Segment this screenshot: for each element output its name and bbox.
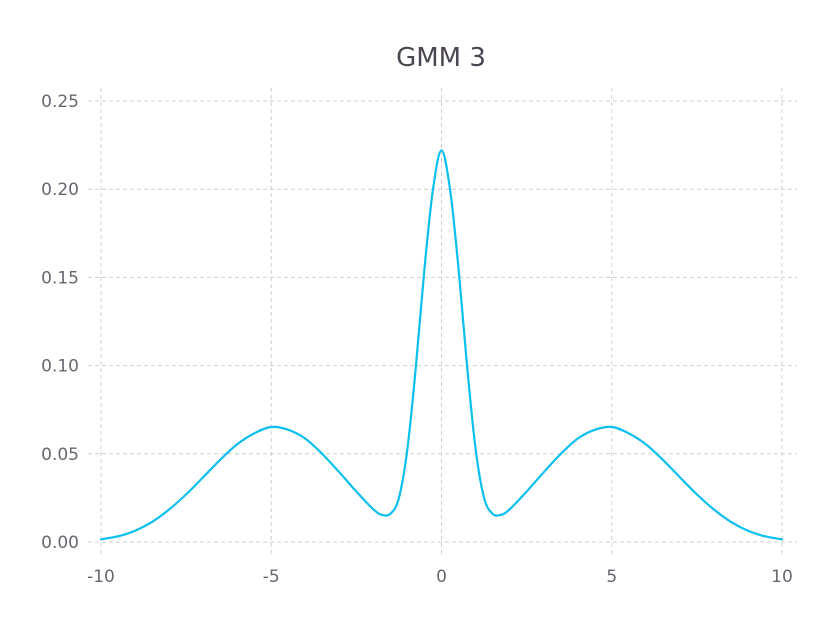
chart-title: GMM 3 bbox=[396, 43, 486, 73]
series-layer bbox=[99, 149, 784, 541]
y-tick-label: 0.00 bbox=[41, 533, 79, 553]
x-tick-label: 0 bbox=[436, 567, 447, 587]
y-tick-label: 0.05 bbox=[41, 445, 79, 465]
x-tick-label: 5 bbox=[606, 567, 617, 587]
grid bbox=[88, 88, 797, 554]
y-tick-label: 0.15 bbox=[41, 268, 79, 288]
x-axis-ticks: -10 -5 0 5 10 bbox=[87, 567, 793, 587]
y-tick-label: 0.25 bbox=[41, 92, 79, 112]
series-line bbox=[99, 149, 784, 541]
x-tick-label: -10 bbox=[87, 567, 115, 587]
y-axis-ticks: 0.00 0.05 0.10 0.15 0.20 0.25 bbox=[41, 92, 79, 553]
x-tick-label: -5 bbox=[263, 567, 280, 587]
y-tick-label: 0.20 bbox=[41, 180, 79, 200]
y-tick-label: 0.10 bbox=[41, 357, 79, 377]
x-tick-label: 10 bbox=[771, 567, 793, 587]
